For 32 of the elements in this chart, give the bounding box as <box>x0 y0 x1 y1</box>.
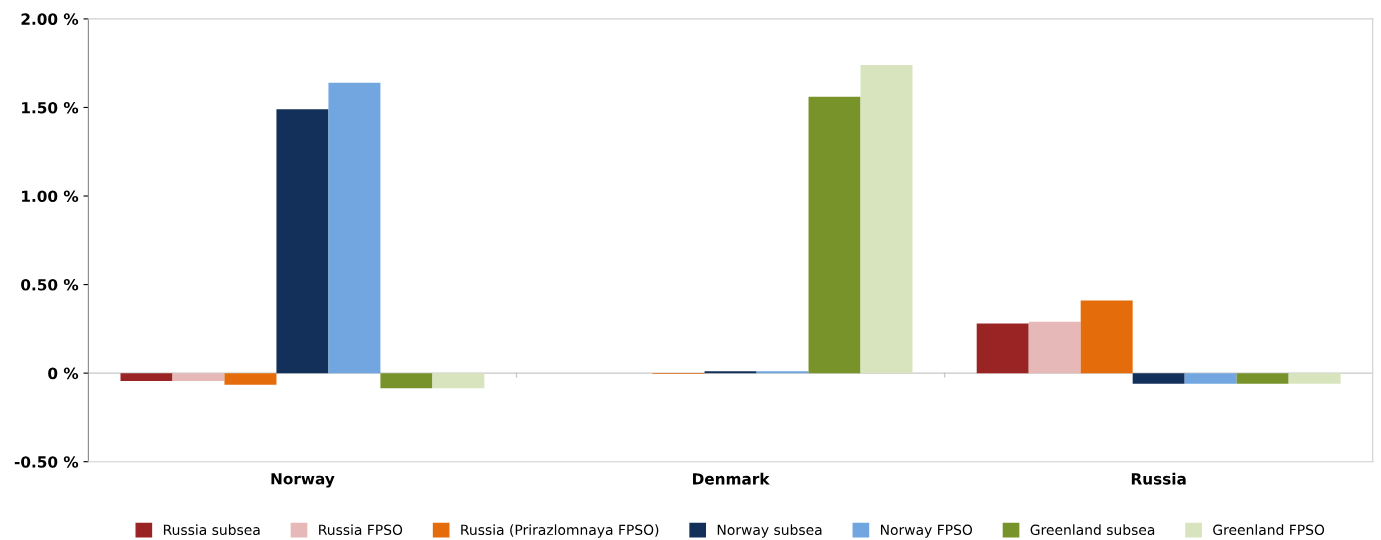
bar <box>120 373 173 382</box>
bar <box>976 323 1029 374</box>
bar <box>1028 321 1081 374</box>
bar <box>276 109 329 374</box>
y-tick-label: 2.00 % <box>21 13 79 25</box>
legend-label: Greenland subsea <box>1030 524 1155 536</box>
x-tick-label: Norway <box>271 473 335 488</box>
bar <box>172 373 225 382</box>
bar <box>328 82 381 374</box>
bar <box>808 96 861 374</box>
bar <box>380 373 433 389</box>
bar <box>1132 373 1185 384</box>
legend-label: Russia (Prirazlomnaya FPSO) <box>461 524 659 538</box>
y-tick-label: -0.50 % <box>14 456 79 468</box>
y-tick-label: 0 % <box>48 367 79 380</box>
bar <box>1236 373 1289 384</box>
y-tick-label: 1.50 % <box>22 101 79 114</box>
bar <box>224 373 277 385</box>
legend-label: Russia subsea <box>163 524 260 536</box>
bar <box>1080 300 1133 374</box>
bar <box>1184 373 1237 384</box>
bar <box>1288 373 1341 384</box>
legend-label: Greenland FPSO <box>1213 524 1325 536</box>
legend-label: Russia FPSO <box>319 524 403 536</box>
y-tick-label: 1.00 % <box>22 190 79 203</box>
y-tick-label: 0.50 % <box>21 279 79 291</box>
x-tick-label: Denmark <box>693 472 770 485</box>
bar <box>860 64 913 374</box>
x-tick-label: Russia <box>1131 472 1186 485</box>
bar <box>432 373 485 389</box>
legend-label: Norway FPSO <box>880 524 973 538</box>
legend-label: Norway subsea <box>717 524 822 538</box>
